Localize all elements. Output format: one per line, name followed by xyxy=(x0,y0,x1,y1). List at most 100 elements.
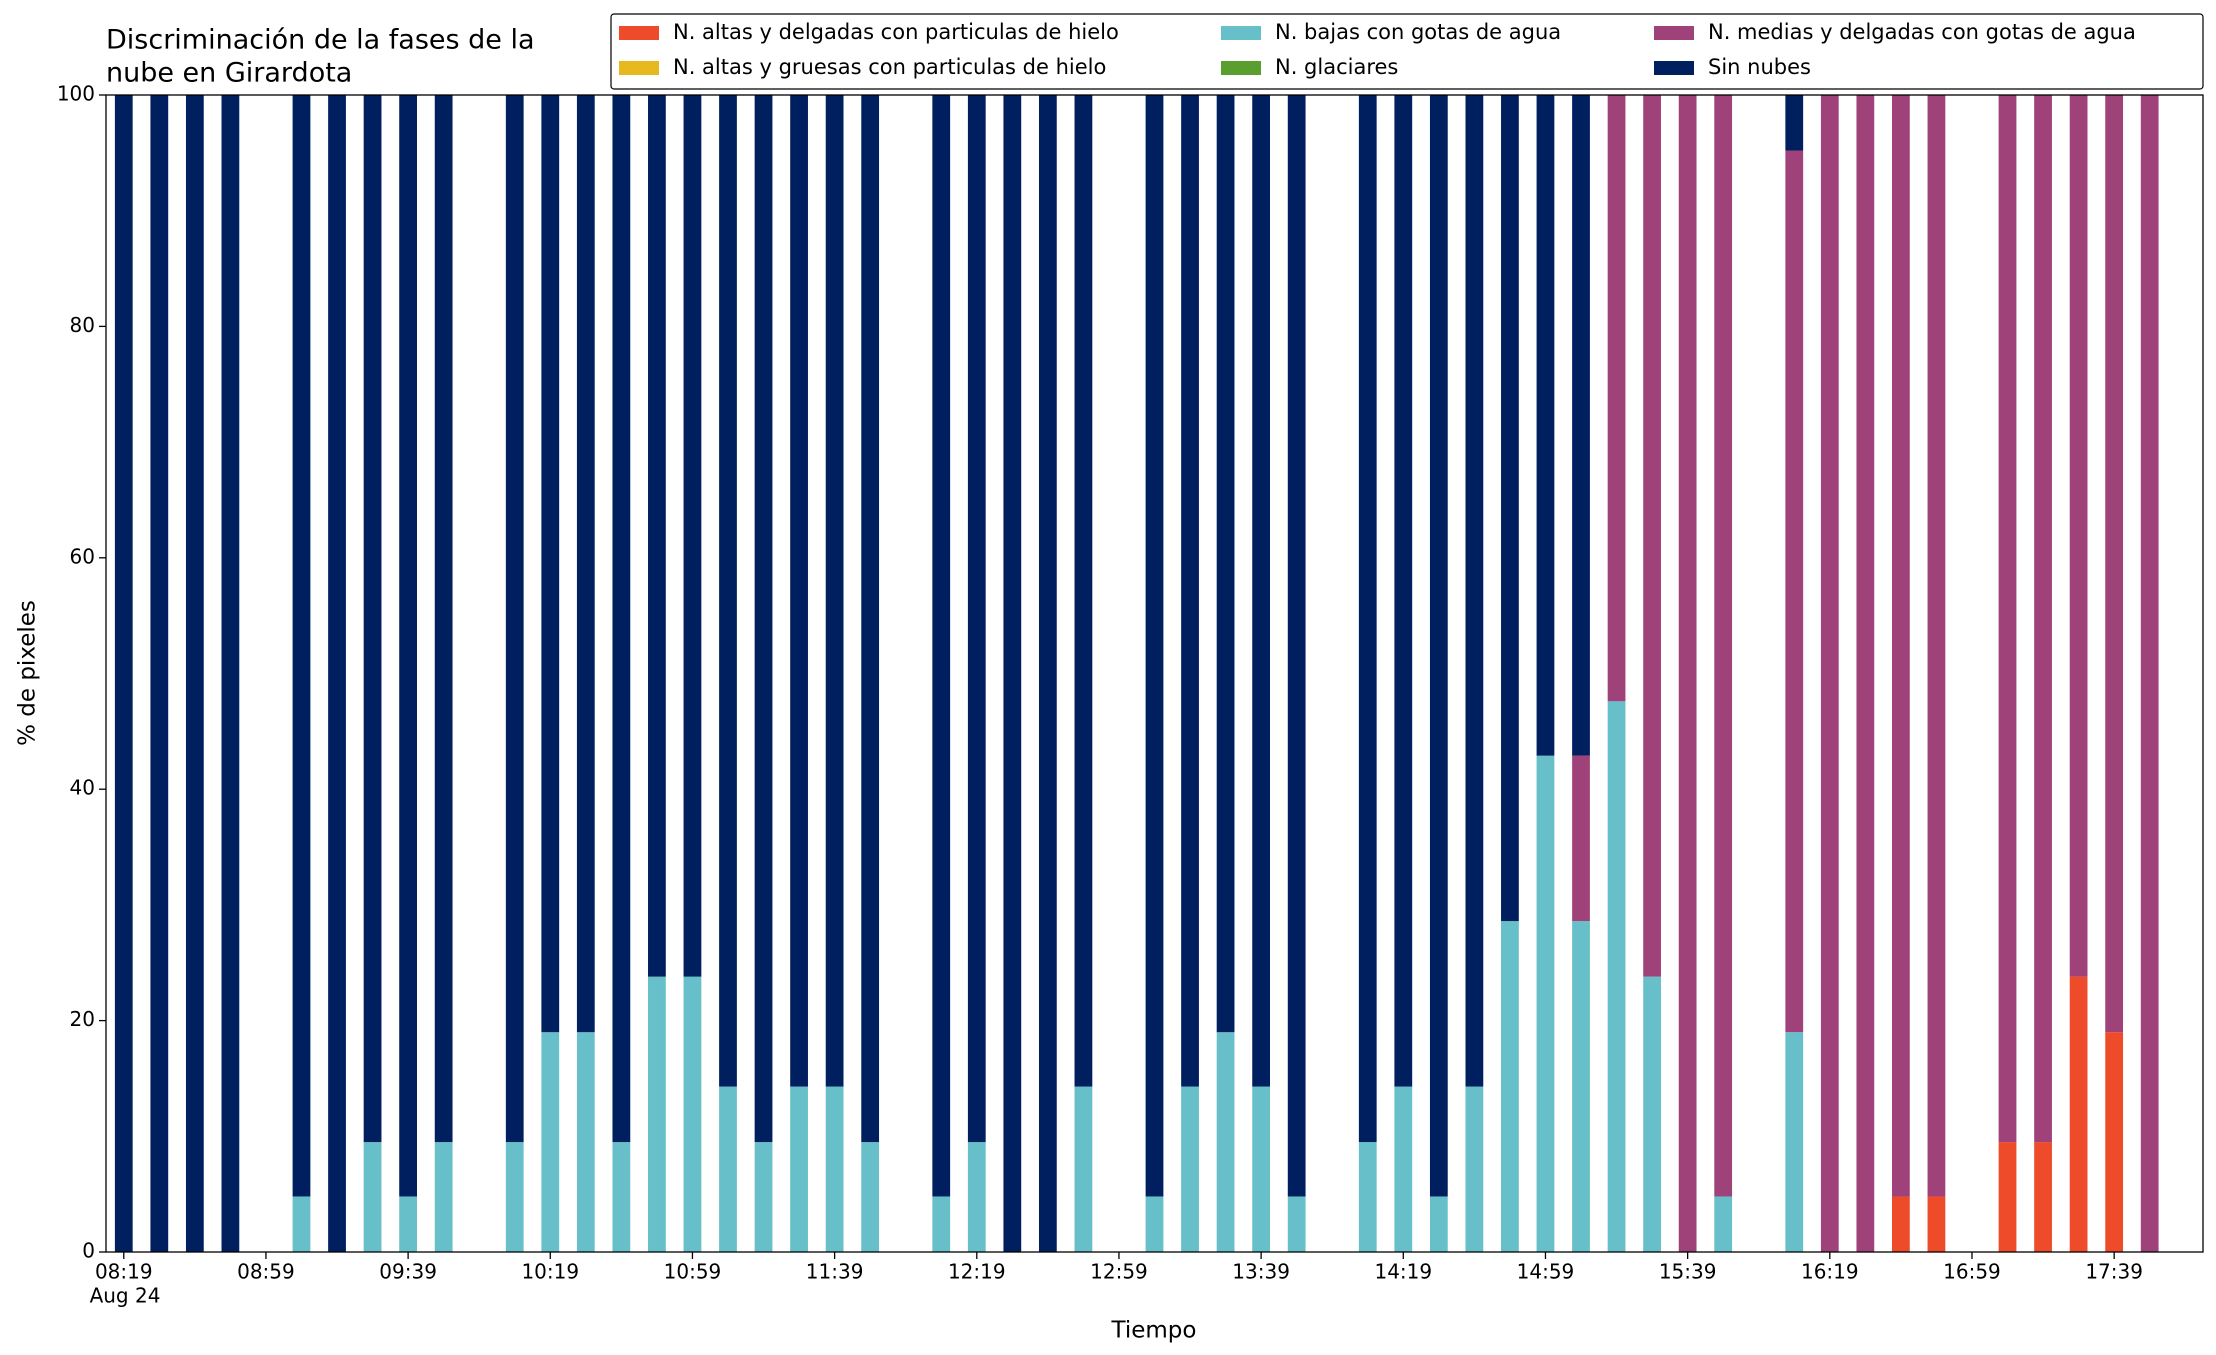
legend-label: N. bajas con gotas de agua xyxy=(1275,20,1561,44)
y-tick-label: 60 xyxy=(70,544,95,568)
bar-segment xyxy=(1181,95,1199,1087)
bar-segment xyxy=(2069,976,2088,1252)
bar-segment xyxy=(1252,1086,1271,1252)
bar-segment xyxy=(1465,95,1484,1087)
legend-label: N. altas y gruesas con particulas de hie… xyxy=(673,55,1106,79)
bar-segment xyxy=(861,95,880,1143)
bar-segment xyxy=(2105,1032,2124,1252)
bar-segment xyxy=(150,95,169,1252)
legend-swatch xyxy=(1654,61,1694,75)
bar-segment xyxy=(292,1196,311,1252)
legend-label: Sin nubes xyxy=(1708,55,1811,79)
bar-segment xyxy=(1927,1196,1946,1252)
bar-segment xyxy=(932,1196,951,1252)
bar-segment xyxy=(1714,95,1733,1197)
bar-segment xyxy=(1856,95,1875,1252)
bar-segment xyxy=(1572,755,1590,922)
bar-segment xyxy=(1394,1086,1413,1252)
bar-segment xyxy=(505,95,524,1143)
bar-segment xyxy=(1181,1086,1199,1252)
bar-segment xyxy=(1429,95,1448,1197)
bar-segment xyxy=(1678,95,1697,1252)
y-tick-label: 0 xyxy=(82,1239,95,1263)
legend-swatch xyxy=(1221,61,1261,75)
y-tick-label: 20 xyxy=(70,1007,95,1031)
bar-segment xyxy=(967,95,986,1143)
bar-segment xyxy=(1998,1142,2017,1252)
bar-segment xyxy=(399,1196,417,1252)
bar-segment xyxy=(1785,1032,1804,1252)
bar-segment xyxy=(1643,976,1661,1252)
bar-segment xyxy=(434,95,453,1143)
bar-segment xyxy=(1216,1032,1235,1252)
bar-segment xyxy=(1429,1196,1448,1252)
x-tick-label: 10:19 xyxy=(521,1260,579,1284)
bar-segment xyxy=(1820,95,1839,1252)
bar-segment xyxy=(185,95,204,1252)
bar-segment xyxy=(683,95,702,977)
bar-segment xyxy=(399,95,417,1197)
x-tick-label: 13:39 xyxy=(1232,1260,1290,1284)
bar-segment xyxy=(363,95,382,1143)
bar-segment xyxy=(754,1142,773,1252)
x-tick-label: 08:59 xyxy=(237,1260,295,1284)
x-tick-label: 12:59 xyxy=(1090,1260,1148,1284)
bar-segment xyxy=(434,1142,453,1252)
bar-segment xyxy=(1003,95,1022,1252)
y-tick-label: 100 xyxy=(57,82,95,106)
bar-segment xyxy=(861,1142,880,1252)
bar-segment xyxy=(1287,95,1306,1197)
legend-swatch xyxy=(619,26,659,40)
bar-segment xyxy=(719,95,737,1087)
x-tick-label: 08:19 xyxy=(95,1260,153,1284)
bar-segment xyxy=(1536,755,1555,1252)
bar-segment xyxy=(576,1032,595,1252)
x-tick-label: 15:39 xyxy=(1659,1260,1717,1284)
bar-segment xyxy=(541,1032,560,1252)
bar-segment xyxy=(719,1086,737,1252)
bar-segment xyxy=(1892,95,1910,1197)
bar-segment xyxy=(1074,1086,1093,1252)
bar-segment xyxy=(1465,1086,1484,1252)
bar-segment xyxy=(1287,1196,1306,1252)
legend-swatch xyxy=(1654,26,1694,40)
bar-segment xyxy=(1714,1196,1733,1252)
x-tick-label: 10:59 xyxy=(664,1260,722,1284)
bar-segment xyxy=(967,1142,986,1252)
plot-frame xyxy=(105,94,2204,1253)
y-axis-label: % de pixeles xyxy=(15,600,41,746)
bar-segment xyxy=(292,95,311,1197)
x-tick-label: 09:39 xyxy=(379,1260,437,1284)
y-tick-label: 80 xyxy=(70,313,95,337)
bar-segment xyxy=(1607,701,1626,1252)
bar-segment xyxy=(541,95,560,1033)
bar-segment xyxy=(1145,1196,1164,1252)
bar-segment xyxy=(2034,1142,2052,1252)
bar-segment xyxy=(612,95,631,1143)
bar-segment xyxy=(2034,95,2052,1143)
bar-segment xyxy=(1252,95,1271,1087)
bar-segment xyxy=(114,95,133,1252)
legend-label: N. glaciares xyxy=(1275,55,1398,79)
x-tick-label: 14:19 xyxy=(1374,1260,1432,1284)
x-tick-label: 17:39 xyxy=(2085,1260,2143,1284)
bar-segment xyxy=(1501,921,1519,1252)
bar-segment xyxy=(648,976,666,1252)
x-tick-label: 12:19 xyxy=(948,1260,1006,1284)
bar-segment xyxy=(1572,95,1590,756)
legend-label: N. medias y delgadas con gotas de agua xyxy=(1708,20,2136,44)
legend-box xyxy=(610,13,2204,90)
bar-segment xyxy=(1038,95,1057,1252)
bar-segment xyxy=(1536,95,1555,756)
bar-segment xyxy=(1358,95,1377,1143)
y-tick-label: 40 xyxy=(70,776,95,800)
bar-segment xyxy=(2105,95,2124,1033)
bar-segment xyxy=(825,95,844,1087)
bar-segment xyxy=(505,1142,524,1252)
chart-title: nube en Girardota xyxy=(106,58,352,89)
bar-segment xyxy=(1145,95,1164,1197)
bar-segment xyxy=(1785,150,1804,1033)
x-tick-label: 16:19 xyxy=(1801,1260,1859,1284)
legend-swatch xyxy=(1221,26,1261,40)
